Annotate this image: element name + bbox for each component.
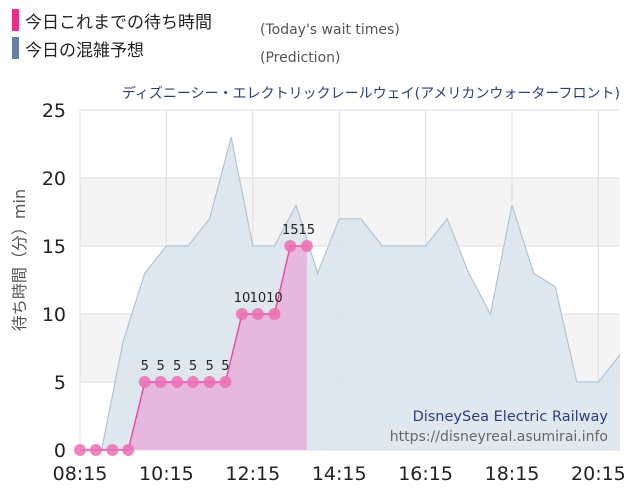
legend-sub-today: (Today's wait times) <box>260 22 400 38</box>
y-tick-label: 20 <box>42 168 66 190</box>
data-label: 5 <box>205 359 213 374</box>
data-label: 10 <box>250 291 267 306</box>
x-tick-label: 16:15 <box>398 463 453 485</box>
legend-swatch-today <box>12 9 19 31</box>
x-tick-label: 10:15 <box>139 463 194 485</box>
y-tick-label: 25 <box>42 100 66 122</box>
today-area <box>80 246 307 450</box>
data-label: 10 <box>266 291 283 306</box>
prediction-line <box>80 137 621 451</box>
data-label: 15 <box>282 223 299 238</box>
data-point <box>89 444 102 456</box>
data-point <box>122 444 135 456</box>
y-tick-label: 15 <box>42 236 66 258</box>
prediction-area <box>80 137 620 450</box>
data-point <box>251 308 264 320</box>
data-point <box>268 308 281 320</box>
x-tick-label: 12:15 <box>225 463 280 485</box>
x-tick-label: 20:15 <box>571 463 626 485</box>
legend-sub-prediction: (Prediction) <box>260 50 341 66</box>
data-point <box>236 308 248 320</box>
data-label: 5 <box>173 359 181 374</box>
data-label: 15 <box>299 223 316 238</box>
data-point <box>203 376 216 388</box>
y-tick-label: 0 <box>54 440 66 462</box>
x-tick-label: 18:15 <box>485 463 540 485</box>
data-point <box>138 376 151 388</box>
watermark-url: https://disneyreal.asumirai.info <box>390 429 608 445</box>
data-point <box>187 376 200 388</box>
x-tick-label: 08:15 <box>53 463 108 485</box>
data-point <box>74 444 86 456</box>
chart-title: ディズニーシー・エレクトリックレールウェイ(アメリカンウォーターフロント) <box>122 85 620 102</box>
data-label: 10 <box>234 291 251 306</box>
data-point <box>300 240 313 252</box>
watermark-name: DisneySea Electric Railway <box>413 409 609 425</box>
legend-label-prediction: 今日の混雑予想 <box>25 40 144 61</box>
data-point <box>154 376 167 388</box>
legend-swatch-prediction <box>12 37 19 59</box>
data-point <box>219 376 232 388</box>
legend-label-today: 今日これまでの待ち時間 <box>25 12 212 33</box>
data-point <box>284 240 297 252</box>
y-axis-label: 待ち時間（分）min <box>10 189 29 331</box>
data-point <box>171 376 184 388</box>
y-tick-label: 5 <box>54 372 66 394</box>
plot-band <box>80 110 620 178</box>
data-label: 5 <box>221 359 229 374</box>
legend-item-today: 今日これまでの待ち時間 <box>12 8 212 33</box>
data-label: 5 <box>156 359 164 374</box>
legend-item-prediction: 今日の混雑予想 <box>12 36 144 61</box>
y-tick-label: 10 <box>42 304 66 326</box>
data-point <box>106 444 119 456</box>
x-tick-label: 14:15 <box>312 463 367 485</box>
data-label: 5 <box>141 359 149 374</box>
data-label: 5 <box>189 359 197 374</box>
